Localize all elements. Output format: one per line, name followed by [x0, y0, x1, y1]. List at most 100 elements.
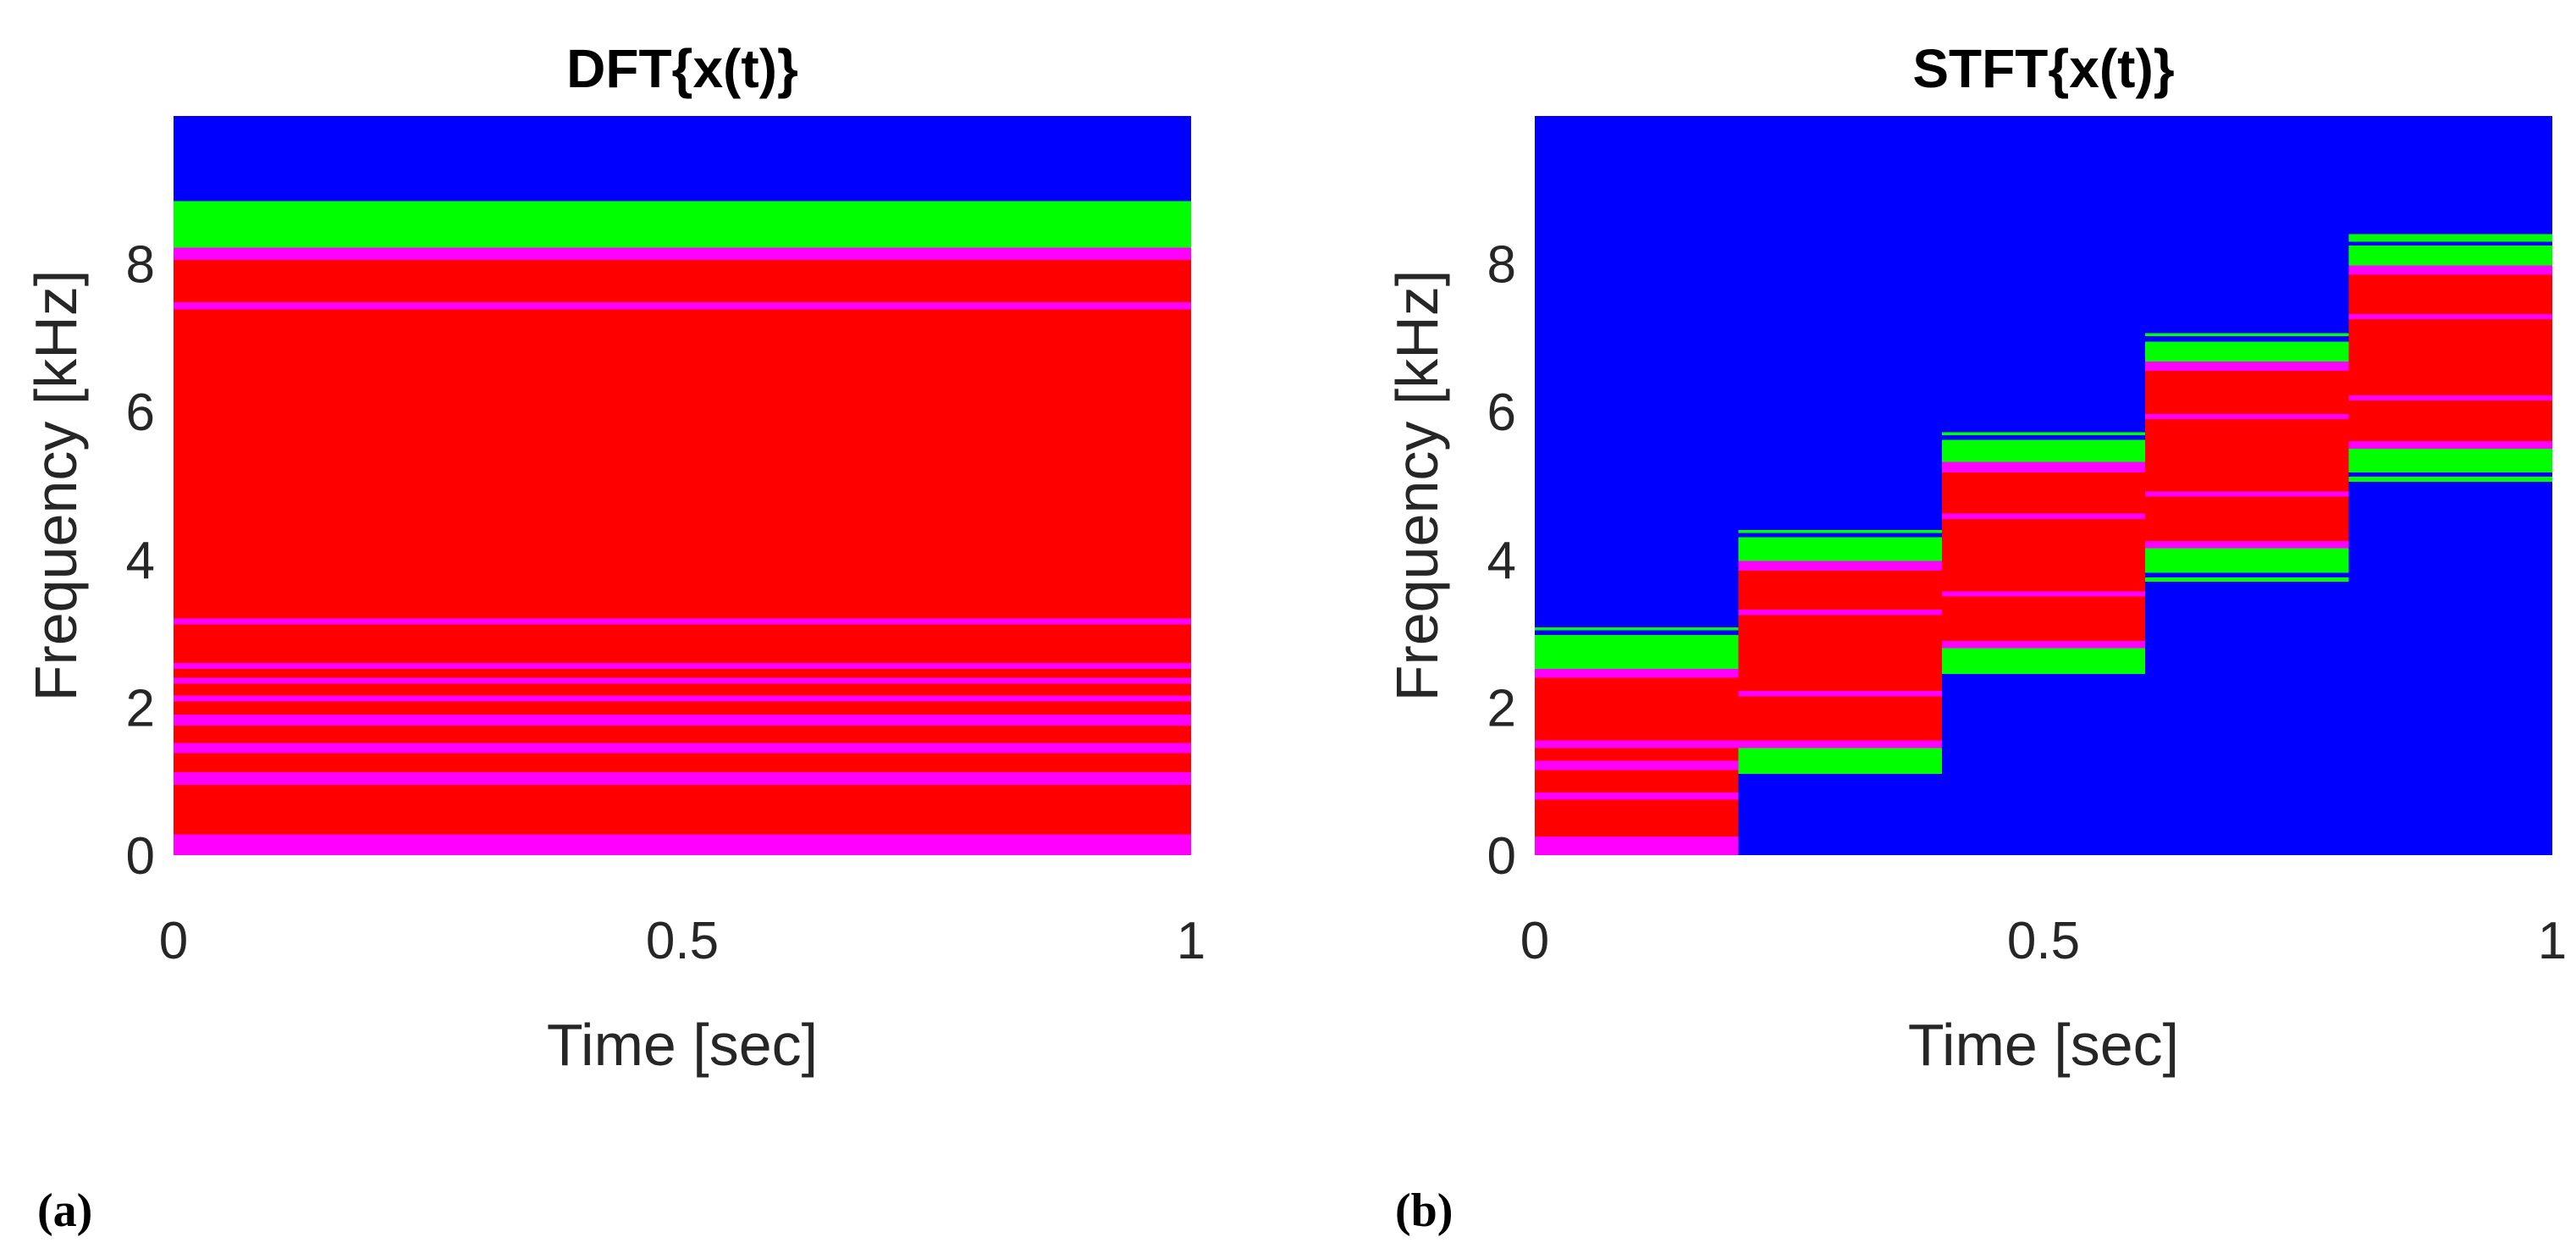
heatmap-cell-magenta	[174, 618, 1191, 625]
heatmap-cell-green	[1941, 432, 2146, 436]
heatmap-cell-red	[174, 683, 1191, 696]
heatmap-cell-red	[1941, 596, 2146, 641]
heatmap-cell-red	[1535, 677, 1739, 741]
heatmap-cell-magenta	[2145, 361, 2349, 372]
heatmap-cell-red	[2348, 400, 2552, 442]
panel-dft-heatmap: DFT{x(t)} 0 0.5 1 0 2 4 6 8 Time [sec] Frequency […	[23, 38, 1205, 1078]
x-tick-label: 1	[2538, 912, 2567, 970]
heatmap-cell-magenta	[1535, 669, 1739, 678]
y-tick-label: 4	[1487, 532, 1516, 590]
heatmap-cell-red	[2348, 274, 2552, 314]
heatmap-cell-magenta	[1535, 740, 1739, 748]
heatmap-cell-red	[1738, 615, 1942, 692]
heatmap-cell-magenta	[1738, 610, 1942, 616]
heatmap-cell-green	[1535, 634, 1739, 670]
heatmap-cell-magenta	[1738, 560, 1942, 571]
heatmap-cell-green	[2145, 341, 2349, 362]
x-tick-label: 0	[159, 912, 188, 970]
y-tick-label: 4	[126, 532, 155, 590]
x-tick-label: 0.5	[2007, 912, 2080, 970]
heatmap-cell-green	[2348, 234, 2552, 242]
heatmap-cell-red	[174, 624, 1191, 664]
heatmap-cell-magenta	[174, 301, 1191, 310]
panel-label-b: (b)	[1395, 1184, 1453, 1237]
heatmap-cell-magenta	[174, 663, 1191, 670]
y-tick-label: 0	[126, 827, 155, 886]
heatmap-cell-magenta	[2145, 540, 2349, 549]
heatmap-cell-green	[1738, 748, 1942, 774]
y-axis-label: Frequency [kHz]	[23, 270, 89, 702]
y-tick-label: 2	[1487, 679, 1516, 737]
heatmap-cell-magenta	[1941, 461, 2146, 472]
heatmap-cell-green	[1738, 537, 1942, 561]
heatmap-cell-magenta	[2348, 395, 2552, 401]
x-tick-label: 0.5	[646, 912, 719, 970]
heatmap-cell-green	[2145, 548, 2349, 573]
heatmap-cell-magenta	[2348, 265, 2552, 275]
heatmap-cell-red	[2348, 319, 2552, 395]
heatmap-cell-magenta	[174, 695, 1191, 702]
heatmap-cell-magenta	[2348, 313, 2552, 320]
chart-title: STFT{x(t)}	[1912, 38, 2174, 99]
heatmap-cell-magenta	[1941, 640, 2146, 649]
heatmap-cell-red	[1535, 799, 1739, 837]
heatmap-cell-magenta	[174, 715, 1191, 726]
heatmap-cell-red	[2145, 418, 2349, 492]
heatmap-cell-green	[2145, 577, 2349, 582]
heatmap-cell-magenta	[174, 743, 1191, 754]
heatmap-cell-red	[1941, 472, 2146, 514]
heatmap-cell-green	[1738, 529, 1942, 533]
panel-stft-heatmap: STFT{x(t)} 0 0.5 1 0 2 4 6 8 Time [sec] Frequency …	[1384, 38, 2567, 1078]
heatmap-cell-green	[2145, 333, 2349, 337]
heatmap-cell-red	[2145, 371, 2349, 414]
heatmap-cell-magenta	[1738, 740, 1942, 748]
x-tick-label: 0	[1520, 912, 1549, 970]
heatmap-cell-green	[1535, 627, 1739, 631]
heatmap-cell-red	[174, 669, 1191, 678]
y-tick-label: 6	[1487, 384, 1516, 442]
x-axis-label: Time [sec]	[1908, 1012, 2179, 1078]
heatmap-cell-green	[174, 201, 1191, 248]
heatmap-cell-magenta	[2145, 491, 2349, 497]
heatmap-cell-magenta	[1941, 513, 2146, 519]
heatmap-cell-magenta	[1941, 591, 2146, 597]
heatmap-cell-red	[174, 785, 1191, 835]
y-axis-label: Frequency [kHz]	[1384, 270, 1450, 702]
heatmap-cell-green	[2348, 477, 2552, 483]
heatmap-cell-red	[1738, 696, 1942, 741]
heatmap-cell-red	[1738, 570, 1942, 610]
heatmap-cell-red	[2145, 496, 2349, 541]
heatmap-cell-magenta	[1535, 760, 1739, 770]
heatmap-cell-red	[174, 701, 1191, 715]
heatmap-cell-red	[1941, 518, 2146, 592]
heatmap-cell-magenta	[2145, 413, 2349, 419]
heatmap-cell-magenta	[174, 772, 1191, 786]
heatmap-cell-red	[174, 753, 1191, 773]
y-tick-label: 6	[126, 384, 155, 442]
heatmap-cell-red	[174, 726, 1191, 743]
heatmap-cell-green	[2348, 245, 2552, 266]
heatmap-cell-magenta	[174, 834, 1191, 855]
heatmap-cell-magenta	[2348, 441, 2552, 449]
heatmap-cell-magenta	[174, 247, 1191, 261]
heatmap-cell-magenta	[1738, 691, 1942, 697]
y-tick-label: 8	[126, 236, 155, 295]
heatmap-cell-magenta	[174, 677, 1191, 684]
heatmap-cell-magenta	[1535, 792, 1739, 800]
y-tick-label: 8	[1487, 236, 1516, 295]
y-tick-label: 2	[126, 679, 155, 737]
heatmap-cell-red	[1535, 748, 1739, 761]
chart-title: DFT{x(t)}	[566, 38, 798, 99]
x-axis-label: Time [sec]	[547, 1012, 818, 1078]
heatmap-cell-green	[2348, 448, 2552, 472]
x-tick-label: 1	[1177, 912, 1205, 970]
y-tick-label: 0	[1487, 827, 1516, 886]
heatmap-cell-green	[1941, 439, 2146, 462]
heatmap-cell-magenta	[1535, 837, 1739, 855]
heatmap-cell-green	[1941, 648, 2146, 675]
heatmap-cell-red	[1535, 770, 1739, 792]
heatmap-cell-red	[174, 260, 1191, 302]
heatmap-cell-red	[174, 309, 1191, 619]
